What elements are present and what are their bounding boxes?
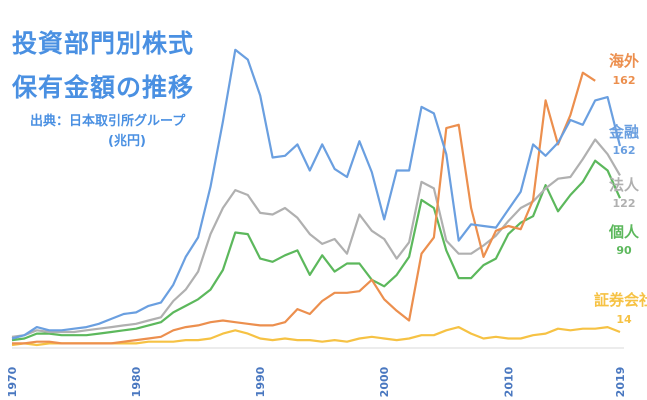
series-line-kojin: [11, 159, 622, 342]
series-value-shoken: 14: [616, 313, 632, 326]
unit-label: (兆円): [108, 134, 146, 149]
x-tick-label: 2010: [502, 366, 515, 397]
series-label-shoken: 証券会社: [594, 291, 647, 309]
series-value-kaigai: 162: [613, 74, 636, 87]
series-line-hojin: [11, 138, 621, 338]
source-note: 出典：日本取引所グループ: [30, 114, 186, 129]
x-tick-label: 1970: [6, 366, 19, 397]
x-tick-label: 1990: [254, 366, 267, 397]
series-label-kojin: 個人: [608, 223, 640, 241]
series-label-kaigai: 海外: [609, 52, 639, 70]
series-line-kinyu: [11, 48, 622, 340]
series-label-hojin: 法人: [609, 176, 640, 194]
x-tick-label: 2019: [614, 367, 627, 398]
series-label-kinyu: 金融: [608, 123, 639, 141]
chart-title-line1: 投資部門別株式: [12, 29, 195, 58]
series-value-kojin: 90: [616, 244, 632, 257]
series-value-kinyu: 162: [613, 144, 636, 157]
x-tick-label: 2000: [378, 366, 391, 397]
series-value-hojin: 122: [613, 197, 636, 210]
chart-title-line2: 保有金額の推移: [12, 73, 195, 102]
series-line-kaigai: [12, 71, 596, 345]
x-tick-label: 1980: [130, 366, 143, 397]
